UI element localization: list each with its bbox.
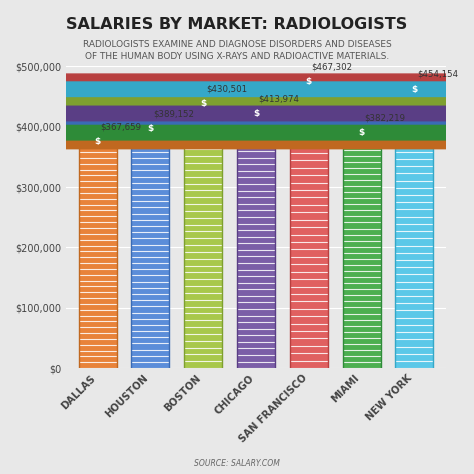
- Text: $430,501: $430,501: [206, 84, 247, 93]
- Bar: [343, 137, 381, 368]
- Circle shape: [0, 74, 474, 89]
- Circle shape: [0, 82, 474, 97]
- Text: $: $: [147, 124, 154, 133]
- Bar: [237, 118, 275, 368]
- Bar: [290, 86, 328, 368]
- Bar: [131, 133, 169, 368]
- Text: SALARIES BY MARKET: RADIOLOGISTS: SALARIES BY MARKET: RADIOLOGISTS: [66, 17, 408, 32]
- Text: RADIOLOGISTS EXAMINE AND DIAGNOSE DISORDERS AND DISEASES
OF THE HUMAN BODY USING: RADIOLOGISTS EXAMINE AND DIAGNOSE DISORD…: [82, 40, 392, 61]
- Text: $: $: [358, 128, 365, 137]
- Text: $367,659: $367,659: [100, 122, 141, 131]
- Text: $: $: [411, 85, 418, 94]
- Text: $: $: [306, 77, 312, 86]
- Bar: [184, 109, 222, 368]
- Text: $467,302: $467,302: [311, 62, 353, 71]
- Text: $: $: [253, 109, 259, 118]
- Text: SOURCE: SALARY.COM: SOURCE: SALARY.COM: [194, 459, 280, 468]
- Bar: [395, 94, 433, 368]
- Circle shape: [0, 126, 474, 140]
- Text: $382,219: $382,219: [364, 113, 405, 122]
- Text: $: $: [94, 137, 101, 146]
- Text: $454,154: $454,154: [417, 70, 458, 79]
- Circle shape: [0, 96, 474, 111]
- Circle shape: [0, 121, 474, 136]
- Circle shape: [0, 134, 474, 149]
- Bar: [79, 146, 117, 368]
- Text: $: $: [200, 99, 206, 108]
- Text: $413,974: $413,974: [259, 94, 300, 103]
- Text: $389,152: $389,152: [153, 109, 194, 118]
- Circle shape: [0, 106, 474, 121]
